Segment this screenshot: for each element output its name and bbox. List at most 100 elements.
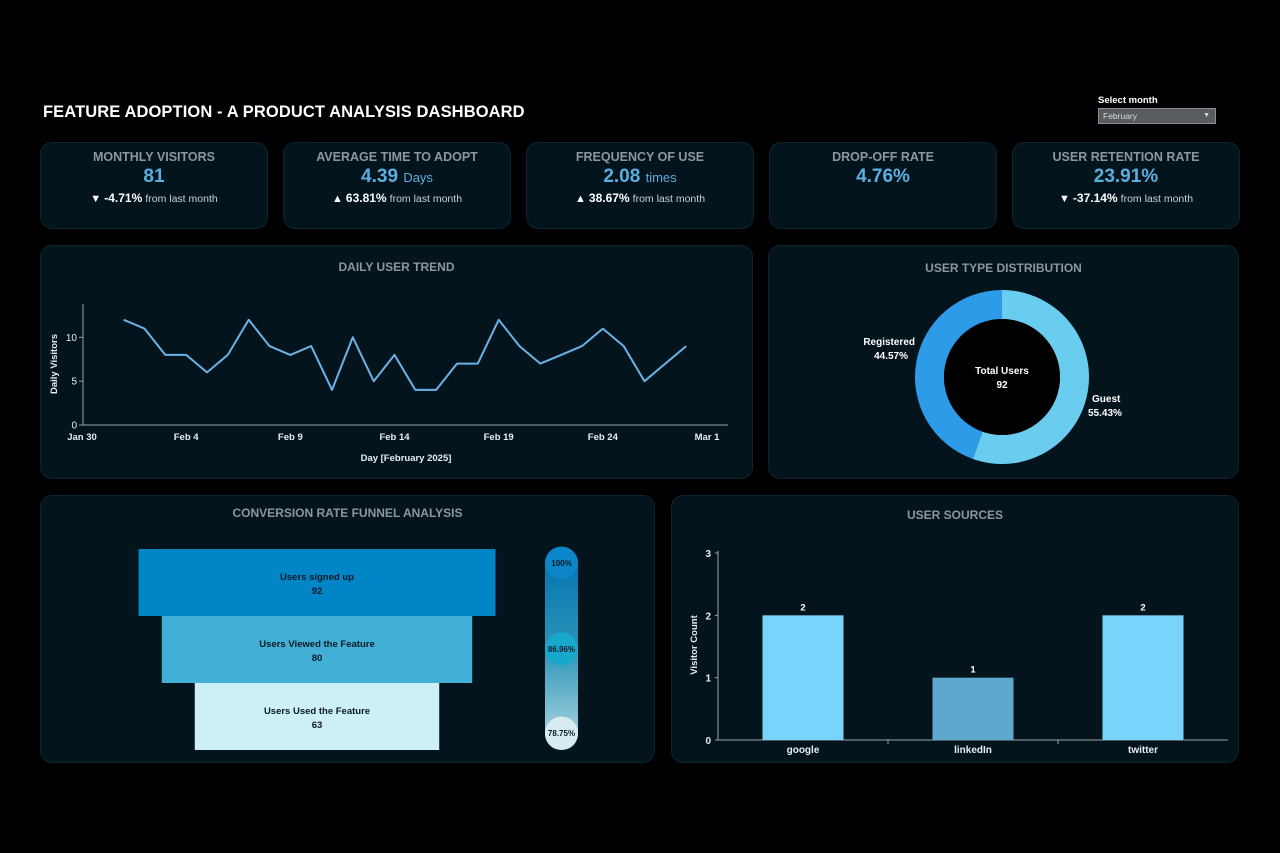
month-filter-label: Select month — [1098, 95, 1158, 106]
chevron-down-icon[interactable]: ▼ — [1203, 112, 1210, 119]
kpi-title: MONTHLY VISITORS — [92, 150, 215, 164]
funnel-stage-label: Users Used the Feature — [264, 706, 370, 717]
x-tick-label: twitter — [1128, 745, 1158, 756]
kpi-number: 23.91% — [1093, 166, 1159, 187]
y-tick-label: 1 — [705, 674, 711, 685]
y-tick-label: 3 — [705, 549, 711, 560]
kpi-value: 4.39 Days — [284, 166, 510, 188]
kpi-title: AVERAGE TIME TO ADOPT — [316, 150, 478, 164]
kpi-card-user-retention-rate: USER RETENTION RATE 23.91% ▼ -37.14% fro… — [1012, 142, 1240, 229]
kpi-change-suffix: from last month — [1120, 193, 1194, 205]
donut-center-value: 92 — [996, 380, 1008, 391]
funnel-stage-value: 80 — [312, 653, 323, 664]
funnel-stage: Users Used the Feature 63 — [194, 683, 440, 750]
conversion-rate-label: 100% — [551, 559, 571, 568]
user-sources-panel: USER SOURCES 0 1 2 3 Visitor Count 2 google 1 li… — [671, 495, 1239, 763]
kpi-card-monthly-visitors: MONTHLY VISITORS 81 ▼ -4.71% from last m… — [40, 142, 268, 229]
kpi-number: 2.08 — [603, 166, 641, 187]
slice-label-guest: Guest — [1092, 394, 1121, 405]
conversion-rate-marker — [545, 716, 578, 750]
kpi-change: ▼ -37.14% from last month — [1013, 191, 1239, 205]
chart-title: USER SOURCES — [906, 508, 1004, 522]
chart-title: CONVERSION RATE FUNNEL ANALYSIS — [232, 506, 463, 520]
kpi-value: 23.91% — [1013, 166, 1239, 188]
month-select-value: February — [1103, 111, 1138, 121]
kpi-card-average-time-to-adopt: AVERAGE TIME TO ADOPT 4.39 Days ▲ 63.81%… — [283, 142, 511, 229]
y-tick-label: 2 — [705, 611, 711, 622]
funnel-bar — [138, 549, 496, 616]
conversion-rate-marker — [545, 546, 578, 580]
x-tick-label: Feb 19 — [484, 432, 514, 443]
funnel-stage: Users signed up 92 — [138, 549, 496, 616]
kpi-title: DROP-OFF RATE — [832, 150, 934, 164]
up-arrow-icon: ▲ — [574, 193, 586, 205]
bar-value-label: 2 — [1140, 602, 1145, 613]
x-tick-label: Feb 24 — [588, 432, 619, 443]
kpi-change-value: 38.67% — [588, 191, 630, 205]
x-tick-label: Mar 1 — [695, 432, 721, 443]
funnel-stage-label: Users Viewed the Feature — [259, 639, 374, 650]
up-arrow-icon: ▲ — [331, 193, 343, 205]
daily-user-trend-panel: DAILY USER TREND 0 5 10 Jan 30 Feb 4 Feb 9 Feb… — [40, 245, 753, 479]
donut-slice-guest — [972, 290, 1089, 464]
kpi-change-value: -37.14% — [1072, 191, 1118, 205]
kpi-number: 81 — [143, 166, 165, 187]
kpi-change: ▲ 38.67% from last month — [527, 191, 753, 205]
y-tick-label: 0 — [705, 736, 711, 747]
kpi-change-suffix: from last month — [389, 193, 463, 205]
bar-google — [762, 615, 844, 740]
conversion-rate-marker — [545, 632, 578, 666]
kpi-change-suffix: from last month — [632, 193, 706, 205]
y-tick-label: 0 — [71, 421, 77, 432]
month-select[interactable]: February ▼ — [1098, 108, 1216, 124]
month-filter: Select month February ▼ — [1098, 95, 1216, 124]
kpi-number: 4.39 — [361, 166, 399, 187]
x-tick-label: Jan 30 — [67, 432, 97, 443]
kpi-card-drop-off-rate: DROP-OFF RATE 4.76% — [769, 142, 997, 229]
donut-hole — [944, 319, 1060, 435]
kpi-unit: times — [645, 170, 677, 185]
chart-title: DAILY USER TREND — [338, 260, 455, 274]
kpi-change: ▼ -4.71% from last month — [41, 191, 267, 205]
x-tick-label: Feb 4 — [174, 432, 200, 443]
conversion-rate-label: 86.96% — [548, 645, 575, 654]
slice-pct-registered: 44.57% — [874, 351, 908, 362]
conversion-funnel-panel: CONVERSION RATE FUNNEL ANALYSIS Users si… — [40, 495, 655, 763]
funnel-stage-value: 63 — [312, 720, 323, 731]
donut-slice-registered — [915, 290, 1002, 459]
donut-chart: Total Users 92 Guest 55.43% Registered 44.57% — [863, 290, 1122, 464]
funnel-stage-value: 92 — [312, 586, 323, 597]
dashboard-title: FEATURE ADOPTION - A PRODUCT ANALYSIS DA… — [43, 103, 525, 121]
bar-linkedin — [932, 677, 1014, 740]
y-tick-label: 10 — [66, 333, 78, 344]
series-line-daily-visitors — [123, 318, 687, 391]
bar-chart: 0 1 2 3 Visitor Count 2 google 1 linkedIn 2 twitte… — [689, 549, 1228, 756]
kpi-value: 2.08 times — [527, 166, 753, 188]
kpi-change-value: 63.81% — [345, 191, 387, 205]
kpi-title: USER RETENTION RATE — [1052, 150, 1200, 164]
y-tick-label: 5 — [71, 377, 77, 388]
funnel-bar — [194, 683, 440, 750]
bar-value-label: 2 — [800, 602, 805, 613]
kpi-number: 4.76% — [856, 166, 910, 187]
slice-label-registered: Registered — [863, 337, 915, 348]
x-tick-label: google — [787, 745, 820, 756]
kpi-change-suffix: from last month — [145, 193, 218, 205]
funnel-bar — [161, 616, 473, 683]
x-axis-label: Day [February 2025] — [361, 453, 452, 464]
line-chart: 0 5 10 Jan 30 Feb 4 Feb 9 Feb 14 Feb 19 Feb 24 Ma… — [49, 304, 728, 464]
chart-title: USER TYPE DISTRIBUTION — [925, 261, 1082, 275]
bar-value-label: 1 — [970, 665, 976, 676]
funnel-stage: Users Viewed the Feature 80 — [161, 616, 473, 683]
y-axis-label: Visitor Count — [689, 614, 700, 674]
kpi-value: 81 — [41, 166, 267, 188]
bar-twitter — [1102, 615, 1184, 740]
funnel-chart: Users signed up 92 Users Viewed the Featur… — [138, 546, 578, 750]
funnel-stage-label: Users signed up — [280, 572, 354, 583]
y-axis-label: Daily Visitors — [49, 334, 60, 394]
kpi-unit: Days — [403, 170, 433, 185]
kpi-change: ▲ 63.81% from last month — [284, 191, 510, 205]
conversion-rate-label: 78.75% — [548, 729, 575, 738]
donut-center-label: Total Users — [975, 366, 1029, 377]
kpi-value: 4.76% — [770, 166, 996, 188]
